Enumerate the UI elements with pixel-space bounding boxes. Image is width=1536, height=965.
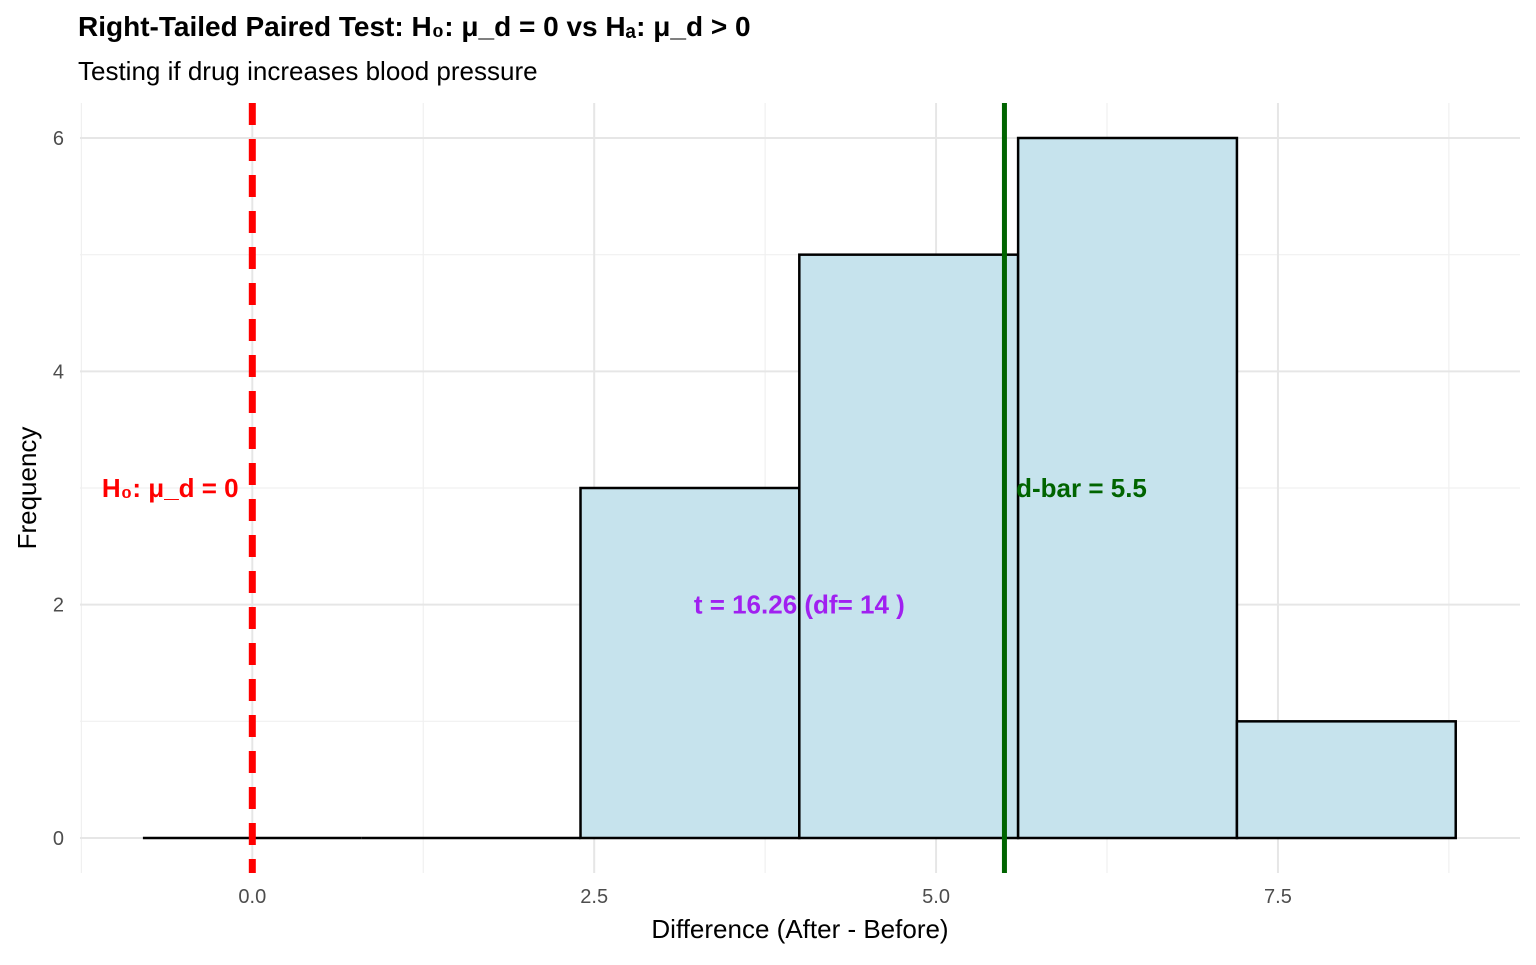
- y-tick-label: 2: [53, 595, 64, 617]
- x-tick-label: 0.0: [238, 886, 266, 908]
- chart-title: Right-Tailed Paired Test: H₀: μ_d = 0 vs…: [78, 11, 751, 42]
- y-axis-label: Frequency: [12, 427, 42, 550]
- chart-subtitle: Testing if drug increases blood pressure: [78, 56, 538, 86]
- reference-lines: H₀: μ_d = 0 d-bar = 5.5 t = 16.26 (df= 14 …: [102, 103, 1147, 873]
- x-tick-label: 7.5: [1264, 886, 1292, 908]
- x-axis-label: Difference (After - Before): [651, 914, 948, 944]
- histogram-bar: [798, 253, 1020, 840]
- x-tick-label: 5.0: [922, 886, 950, 908]
- histogram-bar: [579, 486, 801, 840]
- y-tick-label: 6: [53, 128, 64, 150]
- axis-ticks: 0.0 2.5 5.0 7.5 0 2 4 6: [53, 128, 1292, 908]
- histogram-bar: [1235, 720, 1457, 840]
- bars: [142, 136, 1457, 840]
- t-statistic-label: t = 16.26 (df= 14 ): [694, 590, 905, 620]
- null-hypothesis-label: H₀: μ_d = 0: [102, 473, 239, 503]
- x-tick-label: 2.5: [580, 886, 608, 908]
- y-tick-label: 4: [53, 361, 64, 383]
- histogram-bar: [1016, 136, 1239, 840]
- mean-difference-label: d-bar = 5.5: [1016, 473, 1147, 503]
- y-tick-label: 0: [53, 828, 64, 850]
